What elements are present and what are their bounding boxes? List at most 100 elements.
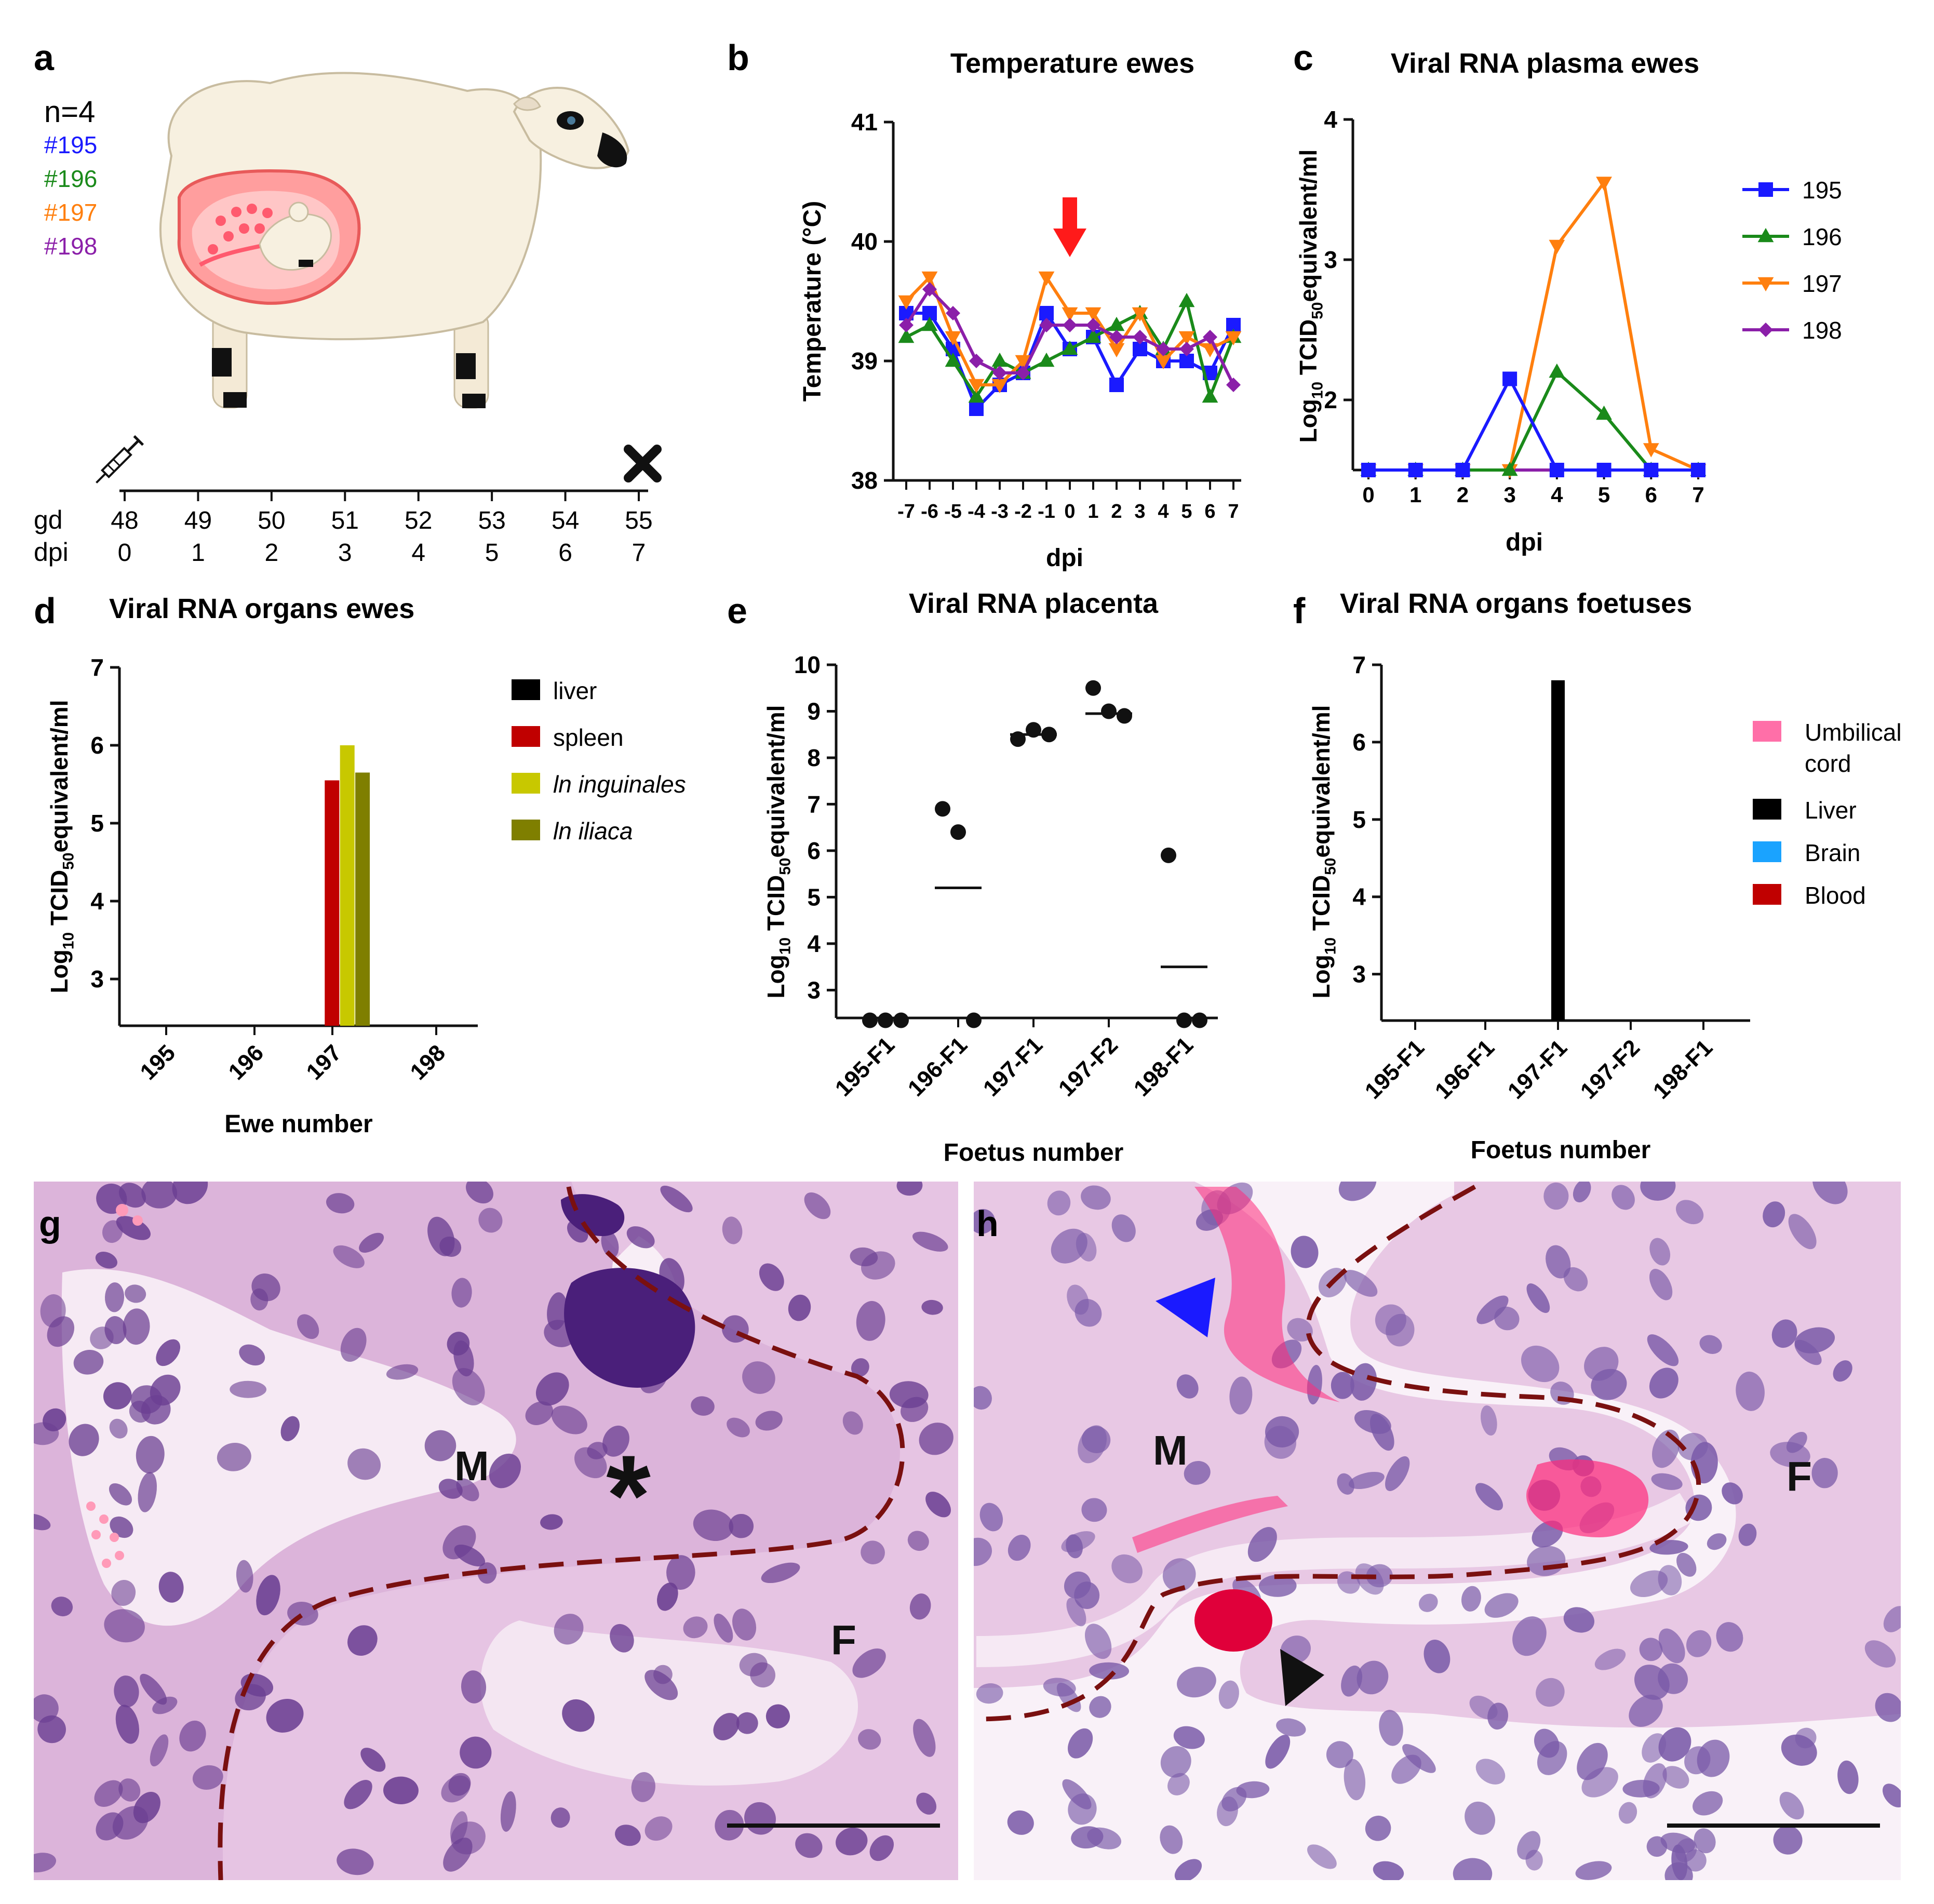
cell-nucleus [230, 1380, 267, 1398]
cell-nucleus [562, 1699, 595, 1732]
cell-nucleus [1354, 1410, 1391, 1434]
cell-nucleus [1660, 1832, 1695, 1854]
ewe-label-198: #198 [44, 233, 97, 260]
cell-nucleus [1089, 1696, 1111, 1718]
cell-nucleus [861, 1540, 885, 1565]
point-197 [1178, 331, 1195, 346]
legend-label: 195 [1802, 177, 1842, 204]
cell-nucleus [1639, 1638, 1663, 1661]
cell-nucleus [842, 1411, 863, 1435]
panel-letter-g: g [39, 1203, 61, 1244]
gd-tick-label: 50 [258, 507, 285, 534]
cell-nucleus [1291, 1236, 1319, 1268]
cell-nucleus [601, 1230, 619, 1258]
cell-nucleus [660, 1185, 693, 1213]
cell-nucleus [693, 1509, 734, 1541]
legend-label: cord [1805, 750, 1851, 777]
point-197 [1155, 355, 1172, 370]
panel-letter-h: h [976, 1203, 999, 1244]
series-line-196 [1368, 369, 1698, 472]
cell-nucleus [1341, 1665, 1363, 1697]
cell-nucleus [297, 1314, 319, 1339]
cell-nucleus [1461, 1586, 1481, 1612]
cell-nucleus [150, 1374, 181, 1406]
point-197 [1132, 307, 1148, 322]
cell-nucleus [657, 1583, 678, 1611]
cell-nucleus [118, 1778, 141, 1802]
cell-nucleus [788, 1294, 811, 1321]
cell-nucleus [1338, 1182, 1377, 1201]
cell-nucleus [1487, 1702, 1509, 1730]
gd-label: gd [34, 505, 63, 534]
legend-label: Liver [1805, 797, 1857, 824]
red-arrow-marker [1053, 197, 1086, 257]
point-196 [968, 388, 985, 403]
data-point [878, 1012, 893, 1028]
data-point [893, 1012, 909, 1028]
cell-nucleus [43, 1408, 66, 1431]
cell-nucleus [141, 1182, 178, 1209]
point-197 [1085, 307, 1102, 322]
y-axis-label: Log10 TCID50equivalent/ml [762, 705, 794, 999]
y-tick-label: 6 [90, 732, 104, 759]
point-196 [1108, 316, 1125, 331]
cell-nucleus [869, 1835, 894, 1861]
point-195 [1502, 371, 1517, 386]
y-tick-label: 5 [90, 810, 104, 837]
series-line-195 [1368, 375, 1698, 472]
legend-label: Blood [1805, 882, 1866, 909]
x-tick-label: 6 [1645, 482, 1657, 507]
cell-nucleus [1265, 1735, 1291, 1769]
point-198 [1039, 318, 1054, 332]
black-arrowhead-marker [1280, 1649, 1324, 1706]
cell-nucleus [896, 1182, 923, 1196]
cell-nucleus [1007, 1810, 1034, 1835]
cell-nucleus [158, 1572, 184, 1603]
dpi-tick-label: 1 [191, 539, 205, 567]
cell-nucleus [94, 1780, 123, 1807]
cell-nucleus [456, 1478, 479, 1501]
data-point [966, 1012, 982, 1028]
cell-nucleus [1061, 1531, 1095, 1552]
cell-nucleus [1081, 1185, 1111, 1210]
x-tick-label: 196-F1 [1430, 1035, 1499, 1104]
cell-nucleus [626, 1226, 655, 1249]
bar-spleen [325, 780, 340, 1026]
cell-nucleus [239, 1344, 265, 1366]
point-198 [1156, 342, 1171, 356]
legend-swatch [1753, 721, 1781, 742]
cell-nucleus [1546, 1245, 1571, 1279]
x-tick-label: 195 [136, 1040, 181, 1085]
cell-nucleus [1162, 1558, 1196, 1592]
legend-label: 198 [1802, 317, 1842, 344]
y-axis-label: Temperature (°C) [799, 201, 826, 401]
legend-marker [1757, 227, 1774, 243]
cell-nucleus [1581, 1767, 1618, 1798]
cell-nucleus [1494, 1306, 1520, 1331]
cell-nucleus [1276, 1718, 1306, 1737]
cell-nucleus [1043, 1678, 1076, 1697]
cell-nucleus [1611, 1185, 1635, 1210]
legend-label: spleen [553, 724, 624, 751]
cell-nucleus [478, 1208, 503, 1233]
point-195 [1109, 378, 1124, 392]
cell-nucleus [103, 1382, 132, 1410]
panel-g-micrograph: M F * g [34, 1182, 958, 1880]
cell-nucleus [1307, 1844, 1337, 1869]
point-197 [945, 331, 961, 346]
chart-title: Viral RNA plasma ewes [1391, 48, 1699, 79]
cell-nucleus [1812, 1182, 1848, 1204]
cell-nucleus [1658, 1565, 1682, 1595]
cell-nucleus [795, 1833, 823, 1858]
y-axis-label-part: Log [1308, 955, 1335, 998]
cell-nucleus [979, 1503, 1003, 1532]
label-m: M [454, 1443, 489, 1489]
point-196 [945, 352, 961, 367]
cell-nucleus [1697, 1739, 1730, 1777]
cell-nucleus [152, 1696, 178, 1714]
cell-nucleus [1864, 1640, 1896, 1668]
cell-nucleus [461, 1670, 487, 1704]
legend-label: 197 [1802, 270, 1842, 297]
y-axis-label-part: Log [1295, 399, 1322, 443]
